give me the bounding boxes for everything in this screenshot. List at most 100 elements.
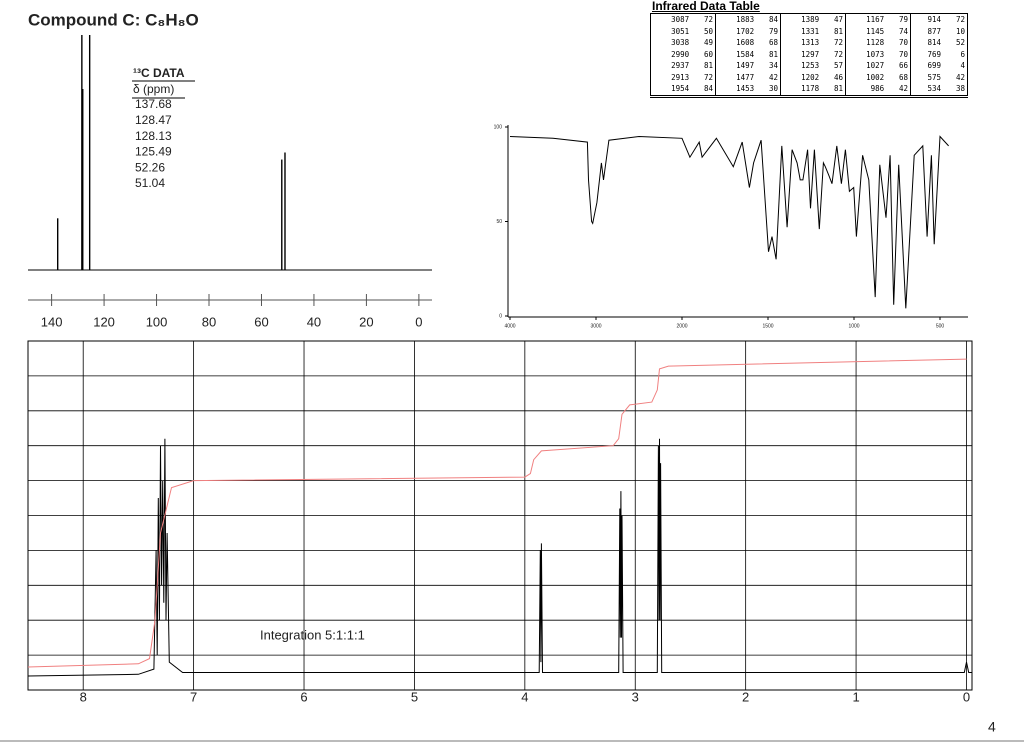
- ir-cell: 1702: [715, 25, 757, 37]
- x-tick-label: 500: [936, 323, 945, 329]
- y-tick-label: 100: [494, 124, 503, 130]
- ir-cell: 81: [769, 49, 779, 59]
- ir-cell: 66: [899, 61, 909, 70]
- ir-cell: 6: [960, 49, 965, 59]
- ir-cell: 4: [960, 61, 965, 70]
- ir-cell: 52: [955, 38, 965, 47]
- ir-cell: 79: [899, 15, 909, 24]
- ir-cell: 30: [769, 84, 779, 93]
- x-tick-label: 4000: [504, 323, 515, 329]
- x-tick-label: 0: [963, 689, 970, 704]
- x-tick-label: 0: [415, 314, 422, 329]
- ir-cell: 70: [899, 49, 909, 59]
- ir-cell: 1453: [715, 83, 757, 96]
- ir-cell: 1202: [780, 71, 822, 83]
- ir-row: 2913 72 1477 42 1202 46 1002 68 575 42: [651, 71, 968, 83]
- ir-cell: 3051: [671, 26, 690, 36]
- ir-cell: 1297: [780, 48, 822, 60]
- ir-cell: 1128: [845, 37, 887, 49]
- c13-unit: δ (ppm): [133, 82, 174, 96]
- ir-cell: 2937: [671, 61, 690, 70]
- c13-shift: 52.26: [135, 160, 165, 174]
- ir-cell: 1608: [715, 37, 757, 49]
- h1-trace: [27, 438, 972, 677]
- x-tick-label: 120: [93, 314, 115, 329]
- c13-shift: 128.13: [135, 129, 172, 143]
- ir-cell: 1167: [845, 13, 887, 26]
- ir-cell: 1253: [780, 60, 822, 72]
- ir-cell: 68: [899, 72, 909, 82]
- y-tick-label: 0: [499, 313, 502, 319]
- ir-cell: 2990: [671, 49, 690, 59]
- x-tick-label: 20: [359, 314, 373, 329]
- x-tick-label: 40: [307, 314, 321, 329]
- x-tick-label: 8: [80, 689, 87, 704]
- ir-cell: 1954: [671, 84, 690, 93]
- ir-cell: 46: [834, 72, 844, 82]
- x-tick-label: 1000: [848, 323, 859, 329]
- x-tick-label: 140: [41, 314, 63, 329]
- ir-row: 2937 81 1497 34 1253 57 1027 66 699 4: [651, 60, 968, 72]
- x-tick-label: 4: [521, 689, 528, 704]
- ir-cell: 38: [955, 84, 965, 93]
- ir-cell: 49: [703, 38, 714, 47]
- ir-row: 2990 60 1584 81 1297 72 1073 70 769 6: [651, 48, 968, 60]
- integration-label: Integration 5:1:1:1: [260, 627, 365, 642]
- ir-cell: 81: [703, 61, 714, 70]
- x-tick-label: 60: [254, 314, 268, 329]
- ir-cell: 769: [910, 48, 944, 60]
- ir-cell: 1389: [780, 13, 822, 26]
- x-tick-label: 7: [190, 689, 197, 704]
- c13-heading: ¹³C DATA: [133, 66, 185, 80]
- ir-cell: 534: [910, 83, 944, 96]
- ir-cell: 81: [834, 26, 844, 36]
- ir-cell: 72: [955, 15, 965, 24]
- ir-cell: 57: [834, 61, 844, 70]
- ir-cell: 72: [834, 49, 844, 59]
- x-tick-label: 3: [632, 689, 639, 704]
- ir-cell: 42: [899, 84, 909, 93]
- c13-shift: 125.49: [135, 145, 172, 159]
- page-number: 4: [988, 719, 996, 735]
- ir-cell: 34: [769, 61, 779, 70]
- ir-cell: 10: [955, 26, 965, 36]
- ir-cell: 42: [769, 72, 779, 82]
- ir-cell: 68: [769, 38, 779, 47]
- x-tick-label: 2: [742, 689, 749, 704]
- x-tick-label: 80: [202, 314, 216, 329]
- ir-cell: 699: [910, 60, 944, 72]
- x-tick-label: 6: [300, 689, 307, 704]
- c13-shift: 137.68: [135, 97, 172, 111]
- ir-cell: 1073: [845, 48, 887, 60]
- x-tick-label: 100: [146, 314, 168, 329]
- ir-cell: 1584: [715, 48, 757, 60]
- ir-cell: 1883: [715, 13, 757, 26]
- title: Compound C: C₈H₈O: [28, 10, 199, 29]
- ir-cell: 1331: [780, 25, 822, 37]
- ir-row: 1954 84 1453 30 1178 81 986 42 534 38: [651, 83, 968, 96]
- ir-cell: 1313: [780, 37, 822, 49]
- ir-cell: 1178: [780, 83, 822, 96]
- x-tick-label: 2000: [676, 323, 687, 329]
- ir-cell: 1477: [715, 71, 757, 83]
- ir-cell: 74: [899, 26, 909, 36]
- ir-table-title: Infrared Data Table: [652, 0, 760, 13]
- x-tick-label: 5: [411, 689, 418, 704]
- ir-cell: 814: [910, 37, 944, 49]
- ir-cell: 1027: [845, 60, 887, 72]
- x-tick-label: 1500: [762, 323, 773, 329]
- ir-cell: 72: [703, 72, 714, 82]
- c13-shift: 128.47: [135, 113, 172, 127]
- c13-shift: 51.04: [135, 176, 165, 190]
- y-tick-label: 50: [496, 219, 502, 225]
- ir-cell: 47: [834, 15, 844, 24]
- ir-table: Infrared Data Table 3087 72 1883 84 1389 47 11…: [650, 0, 968, 98]
- ir-cell: 1497: [715, 60, 757, 72]
- ir-cell: 914: [910, 13, 944, 26]
- ir-cell: 79: [769, 26, 779, 36]
- ir-cell: 1002: [845, 71, 887, 83]
- ir-row: 3038 49 1608 68 1313 72 1128 70 814 52: [651, 37, 968, 49]
- ir-cell: 72: [834, 38, 844, 47]
